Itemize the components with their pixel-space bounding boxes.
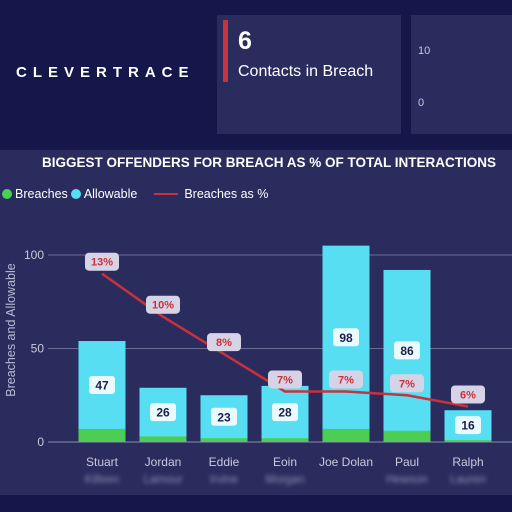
bar-breaches (200, 438, 248, 442)
x-tick-label: Paul (395, 455, 419, 469)
x-tick-label-surname: Morgan (266, 474, 305, 486)
pct-value-label: 8% (216, 337, 232, 349)
pct-label-bg (207, 333, 241, 352)
allowable-label-bg (272, 403, 298, 422)
pct-value-label: 10% (152, 300, 174, 312)
mini-chart-tick-top: 10 (418, 45, 431, 57)
legend-allowable-dot (70, 189, 81, 199)
legend-line-swatch (154, 193, 179, 195)
pct-value-label: 6% (460, 389, 476, 401)
x-tick-label-surname: Irvine (210, 474, 238, 486)
x-tick-label-surname: Hewson (386, 474, 428, 486)
chart-legend: Breaches Allowable Breaches as % (2, 187, 271, 201)
legend-allowable-label: Allowable (83, 187, 138, 201)
bar-breaches (139, 436, 187, 442)
allowable-label-bg (333, 328, 359, 347)
kpi-value: 6 (238, 27, 252, 55)
bar-breaches (261, 438, 309, 442)
allowable-value-label: 23 (217, 410, 231, 424)
y-axis-label: Breaches and Allowable (4, 263, 18, 396)
x-tick-label: Joe Dolan (319, 455, 373, 469)
allowable-label-bg (394, 341, 420, 360)
legend-item-allowable[interactable]: Allowable (70, 187, 138, 201)
y-tick-label: 0 (37, 435, 44, 449)
x-tick-label-surname: Lauren (450, 474, 486, 486)
pct-label-bg (390, 374, 424, 393)
x-tick-label-surname: Lamour (144, 474, 183, 486)
pct-label-bg (85, 252, 119, 271)
pct-label-bg (146, 295, 180, 314)
kpi-card-contacts-in-breach[interactable]: 6 Contacts in Breach (217, 15, 401, 134)
brand-logo: CLEVERTRACE (16, 64, 195, 81)
legend-item-breaches-pct[interactable]: Breaches as % (140, 187, 268, 201)
kpi-accent-bar (223, 20, 228, 82)
allowable-value-label: 26 (156, 406, 170, 420)
allowable-label-bg (89, 375, 115, 394)
y-tick-label: 50 (31, 342, 45, 356)
legend-item-breaches[interactable]: Breaches (2, 187, 68, 201)
pct-value-label: 7% (399, 378, 415, 390)
allowable-label-bg (211, 407, 237, 426)
legend-breaches-dot (2, 189, 12, 199)
x-tick-label-surname: Killeen (85, 474, 120, 486)
allowable-label-bg (455, 416, 481, 435)
x-tick-label: Eddie (209, 455, 240, 469)
pct-value-label: 13% (91, 257, 113, 269)
allowable-value-label: 98 (339, 331, 353, 345)
allowable-value-label: 28 (278, 406, 292, 420)
chart-title: BIGGEST OFFENDERS FOR BREACH AS % OF TOT… (42, 155, 497, 170)
mini-chart-tick-bottom: 0 (418, 97, 425, 109)
bar-breaches (78, 428, 126, 442)
mini-chart-card[interactable]: 10 0 (411, 15, 512, 134)
bar-breaches (383, 430, 431, 442)
legend-breaches-label: Breaches (15, 187, 68, 201)
pct-label-bg (268, 370, 302, 389)
chart-data-labels: 47 26 23 28 98 86 16 13% 10% 8% 7% 7% 7% 6% (85, 252, 485, 435)
chart-pct-line (101, 272, 469, 408)
allowable-value-label: 47 (95, 378, 109, 392)
pct-label-bg (451, 385, 485, 404)
allowable-value-label: 86 (400, 344, 414, 358)
x-tick-label: Jordan (145, 455, 182, 469)
chart-axes: 0 50 100 Breaches and Allowable Stuart Killee… (4, 248, 486, 486)
pct-value-label: 7% (277, 375, 293, 387)
kpi-label: Contacts in Breach (238, 63, 374, 80)
x-tick-label: Ralph (452, 455, 483, 469)
x-tick-label: Eoin (273, 455, 297, 469)
pct-line-path (101, 272, 469, 408)
bar-breaches (322, 428, 370, 442)
bar-breaches (444, 440, 492, 442)
legend-breaches-pct-label: Breaches as % (184, 187, 269, 201)
y-tick-label: 100 (24, 248, 44, 262)
pct-value-label: 7% (338, 375, 354, 387)
chart-bars (78, 245, 492, 442)
pct-label-bg (329, 370, 363, 389)
x-tick-label: Stuart (86, 455, 119, 469)
allowable-value-label: 16 (461, 419, 475, 433)
allowable-label-bg (150, 403, 176, 422)
